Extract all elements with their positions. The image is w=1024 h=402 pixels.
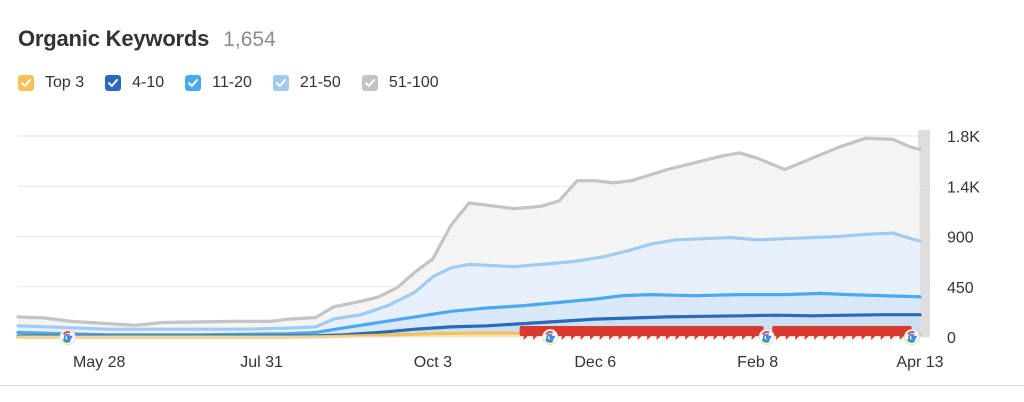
- x-tick-label: May 28: [73, 354, 126, 371]
- google-icon-glyph: [908, 333, 917, 342]
- x-tick-label: Oct 3: [414, 354, 452, 371]
- google-icon-glyph: [906, 338, 916, 343]
- google-icon-glyph: [62, 338, 71, 343]
- legend-label: 4-10: [132, 74, 165, 91]
- legend-label: 11-20: [212, 74, 252, 91]
- google-icon-glyph: [761, 338, 770, 343]
- legend-checkbox[interactable]: [105, 75, 122, 91]
- google-icon-glyph: [546, 333, 555, 342]
- google-icon-glyph: [545, 338, 554, 343]
- google-icon-glyph: [545, 331, 554, 336]
- series-line-21-50: [16, 231, 922, 331]
- legend-checkbox[interactable]: [185, 75, 202, 91]
- legend-item-top-3[interactable]: Top 3: [18, 74, 84, 92]
- legend-item-21-50[interactable]: 21-50: [272, 74, 341, 92]
- series-line-4-10: [16, 313, 922, 338]
- legend: Top 3 4-10 11-20 21-50 51-100: [18, 74, 460, 92]
- check-icon: [21, 79, 31, 87]
- divider: [0, 385, 1024, 386]
- chart-header: Organic Keywords 1,654: [18, 26, 276, 52]
- legend-checkbox[interactable]: [272, 75, 289, 91]
- check-icon: [275, 79, 286, 87]
- note-marker-icon[interactable]: [895, 326, 912, 340]
- note-marker-icon[interactable]: [747, 326, 764, 340]
- page-title: Organic Keywords: [18, 26, 210, 51]
- google-icon-glyph: [762, 333, 772, 342]
- legend-label: Top 3: [45, 74, 85, 91]
- x-tick-label: Apr 13: [896, 354, 943, 371]
- legend-item-4-10[interactable]: 4-10: [105, 74, 164, 92]
- keyword-count: 1,654: [223, 28, 276, 51]
- check-icon: [188, 79, 199, 87]
- google-icon-glyph: [761, 331, 770, 336]
- y-tick-label: 900: [947, 230, 974, 247]
- google-icon-glyph: [63, 333, 73, 342]
- y-tick-label: 1.8K: [947, 129, 980, 146]
- check-icon: [364, 79, 375, 87]
- y-tick-label: 450: [947, 280, 974, 297]
- hover-band: [918, 130, 930, 337]
- legend-item-11-20[interactable]: 11-20: [185, 74, 252, 92]
- x-tick-label: Feb 8: [737, 354, 778, 371]
- legend-checkbox[interactable]: [18, 75, 34, 91]
- legend-checkbox[interactable]: [361, 75, 378, 91]
- google-icon-glyph: [62, 331, 71, 336]
- legend-label: 21-50: [299, 74, 341, 91]
- series-line-51-100: [16, 136, 922, 327]
- x-tick-label: Jul 31: [240, 354, 283, 371]
- organic-keywords-chart: 1.8K 1.4K 900 450 0 May 28 Jul 31 Oct 3 Dec 6 Feb…: [16, 129, 980, 371]
- series-line-11-20: [16, 291, 922, 337]
- x-tick-label: Dec 6: [574, 354, 616, 371]
- legend-label: 51-100: [388, 74, 439, 91]
- google-icon-glyph: [907, 331, 915, 336]
- check-icon: [108, 79, 119, 87]
- legend-item-51-100[interactable]: 51-100: [361, 74, 439, 92]
- y-tick-label: 0: [947, 330, 956, 347]
- y-tick-label: 1.4K: [947, 179, 980, 196]
